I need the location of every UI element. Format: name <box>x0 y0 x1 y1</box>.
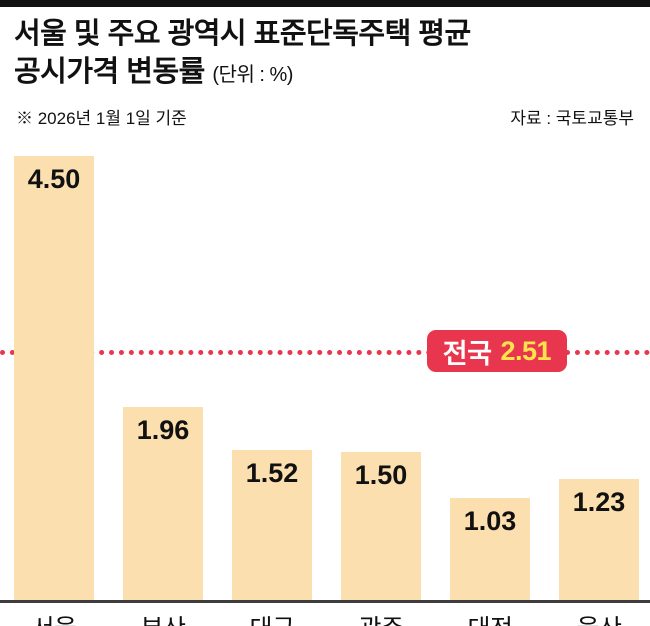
top-rule <box>0 0 650 7</box>
chart-title: 서울 및 주요 광역시 표준단독주택 평균 공시가격 변동률 (단위 : %) <box>14 15 471 94</box>
bar-대구: 1.52 <box>232 450 312 600</box>
bar-대전: 1.03 <box>450 498 530 600</box>
bar-value-label-대전: 1.03 <box>463 506 517 536</box>
national-average-value: 2.51 <box>500 335 551 366</box>
x-axis-label-부산: 부산 <box>108 609 218 626</box>
x-axis-label-서울: 서울 <box>0 609 109 626</box>
x-axis-labels: 서울부산대구광주대전울산 <box>0 146 650 626</box>
bar-value-label-부산: 1.96 <box>136 415 190 445</box>
bar-value-label-서울: 4.50 <box>27 164 81 194</box>
title-unit: (단위 : %) <box>212 64 293 86</box>
x-axis-label-대구: 대구 <box>217 609 327 626</box>
bar-울산: 1.23 <box>559 479 639 600</box>
base-date-note: ※ 2026년 1월 1일 기준 <box>16 109 187 128</box>
title-line2: 공시가격 변동률 <box>14 56 205 88</box>
x-axis-label-울산: 울산 <box>544 609 650 626</box>
bar-value-label-대구: 1.52 <box>245 458 299 488</box>
national-average-line <box>0 350 650 355</box>
x-axis-label-대전: 대전 <box>435 609 545 626</box>
bar-서울: 4.50 <box>14 156 94 600</box>
x-axis-label-광주: 광주 <box>326 609 436 626</box>
meta-row: ※ 2026년 1월 1일 기준 자료 : 국토교통부 <box>0 104 650 129</box>
title-line1: 서울 및 주요 광역시 표준단독주택 평균 <box>14 18 471 50</box>
bar-value-label-울산: 1.23 <box>572 487 626 517</box>
plot-area: 전국 2.51 4.50 1.96 1.52 1.50 1.03 1.23 <box>0 146 650 603</box>
national-average-label: 전국 <box>442 338 492 369</box>
bar-부산: 1.96 <box>123 407 203 600</box>
national-average-badge: 전국 2.51 <box>426 330 567 372</box>
bar-value-label-광주: 1.50 <box>354 460 408 490</box>
source-label: 자료 : 국토교통부 <box>510 109 634 128</box>
bar-chart: 전국 2.51 4.50 1.96 1.52 1.50 1.03 1.23 서울부산대구광… <box>0 146 650 626</box>
bar-광주: 1.50 <box>341 452 421 600</box>
